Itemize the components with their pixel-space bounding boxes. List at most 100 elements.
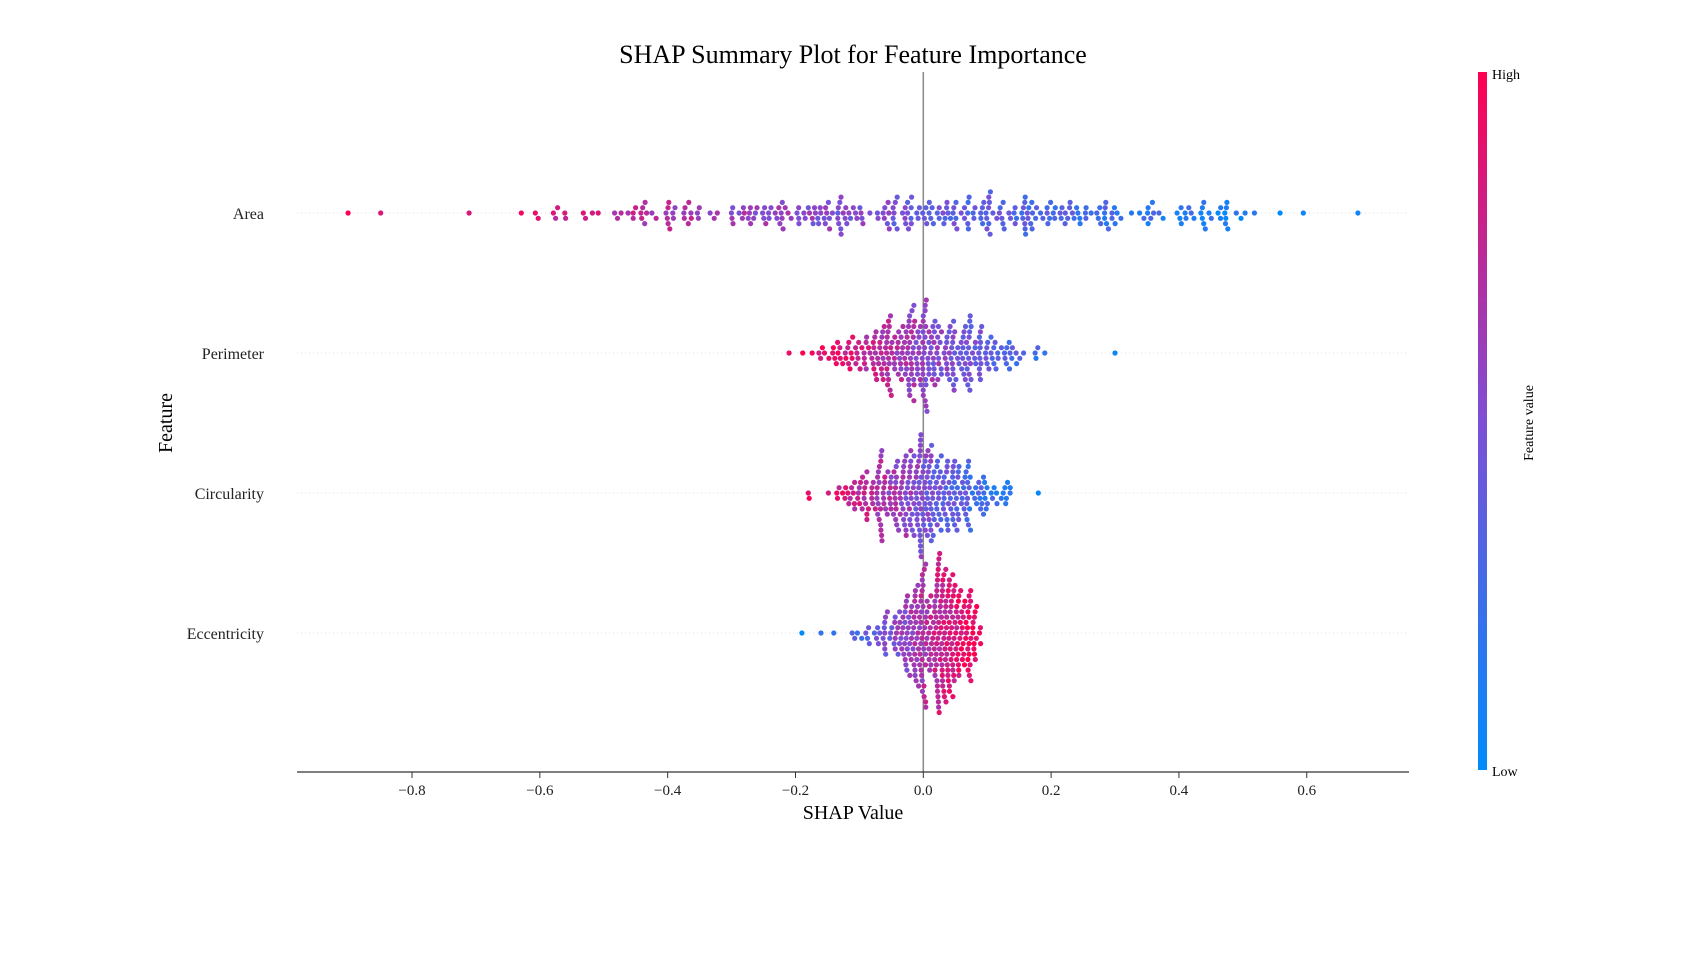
shap-point-perimeter <box>924 408 930 414</box>
shap-point-circularity <box>906 474 913 480</box>
shap-point-perimeter <box>910 334 916 340</box>
shap-point-circularity <box>937 469 943 475</box>
shap-point-circularity <box>881 495 887 501</box>
shap-point-area <box>642 199 648 205</box>
colorbar-high-label: High <box>1492 68 1520 83</box>
shap-point-circularity <box>911 479 917 485</box>
shap-point-perimeter <box>920 387 926 393</box>
shap-point-circularity <box>957 490 963 496</box>
shap-point-circularity <box>870 479 876 485</box>
shap-point-circularity <box>893 516 899 523</box>
shap-point-circularity <box>879 538 885 544</box>
shap-point-circularity <box>934 522 940 528</box>
shap-point-perimeter <box>898 366 904 372</box>
shap-point-area <box>823 205 829 211</box>
shap-point-area <box>766 210 772 216</box>
shap-point-perimeter <box>819 345 826 351</box>
feature-label-perimeter: Perimeter <box>202 346 265 363</box>
shap-point-area <box>1118 215 1124 221</box>
shap-point-area <box>999 215 1005 221</box>
shap-point-perimeter <box>949 361 955 367</box>
shap-point-area <box>1012 221 1018 227</box>
shap-point-eccentricity <box>945 672 951 679</box>
shap-point-eccentricity <box>918 641 924 647</box>
shap-point-circularity <box>963 469 969 475</box>
shap-point-area <box>923 205 929 211</box>
shap-point-eccentricity <box>951 678 957 684</box>
shap-point-area <box>1103 199 1109 205</box>
shap-point-eccentricity <box>965 656 971 663</box>
shap-point-area <box>1074 205 1080 211</box>
shap-point-area <box>884 221 891 227</box>
shap-point-perimeter <box>901 339 908 345</box>
shap-point-area <box>838 194 844 200</box>
shap-point-perimeter <box>905 376 912 383</box>
shap-point-perimeter <box>950 339 956 345</box>
shap-point-area <box>1023 231 1029 237</box>
shap-point-eccentricity <box>960 641 966 647</box>
shap-point-area <box>1183 215 1189 221</box>
shap-point-perimeter <box>944 371 951 377</box>
shap-point-circularity <box>896 527 902 533</box>
shap-point-eccentricity <box>935 694 941 700</box>
shap-point-eccentricity <box>946 688 953 694</box>
shap-point-perimeter <box>873 371 879 377</box>
shap-point-perimeter <box>972 355 978 361</box>
shap-point-area <box>1088 210 1094 216</box>
shap-point-area <box>760 210 766 216</box>
shap-point-area <box>1067 199 1073 205</box>
shap-point-circularity <box>864 516 870 523</box>
shap-point-area <box>1109 215 1115 221</box>
shap-point-eccentricity <box>972 656 978 663</box>
shap-point-eccentricity <box>926 603 932 610</box>
shap-point-circularity <box>983 506 989 512</box>
shap-point-perimeter <box>938 366 944 372</box>
shap-point-eccentricity <box>955 598 962 604</box>
shap-point-area <box>874 210 881 216</box>
shap-point-eccentricity <box>919 588 925 594</box>
shap-point-area <box>894 194 900 200</box>
shap-point-area <box>1083 205 1089 211</box>
shap-point-circularity <box>900 469 906 475</box>
shap-point-eccentricity <box>963 635 969 641</box>
shap-point-circularity <box>891 469 897 475</box>
shap-point-eccentricity <box>906 614 912 620</box>
shap-point-eccentricity <box>923 561 929 567</box>
shap-point-eccentricity <box>927 625 933 631</box>
shap-point-eccentricity <box>917 651 923 657</box>
shap-point-circularity <box>973 485 979 491</box>
y-axis-label: Feature <box>155 393 177 453</box>
shap-point-area <box>842 215 848 221</box>
shap-point-eccentricity <box>936 646 943 652</box>
shap-point-area <box>954 226 960 232</box>
shap-point-area <box>837 199 843 205</box>
shap-point-area <box>942 215 948 221</box>
shap-point-eccentricity <box>944 651 950 657</box>
shap-point-eccentricity <box>944 641 950 647</box>
shap-point-perimeter <box>914 361 920 367</box>
shap-point-area <box>846 210 852 216</box>
shap-point-area <box>796 205 802 211</box>
shap-point-area <box>1217 215 1224 221</box>
shap-point-perimeter <box>941 350 947 356</box>
shap-point-area <box>997 205 1003 211</box>
shap-point-area <box>785 210 791 216</box>
shap-point-area <box>1145 205 1151 211</box>
shap-point-area <box>729 215 735 221</box>
shap-point-circularity <box>961 506 967 512</box>
shap-point-eccentricity <box>945 667 951 673</box>
shap-point-eccentricity <box>959 625 965 631</box>
shap-point-circularity <box>914 495 920 501</box>
shap-point-circularity <box>903 511 909 517</box>
shap-point-area <box>553 215 559 221</box>
shap-point-area <box>1218 205 1224 211</box>
shap-point-perimeter <box>978 361 984 367</box>
shap-point-eccentricity <box>958 646 965 652</box>
shap-point-area <box>986 205 992 211</box>
shap-point-area <box>780 226 786 232</box>
shap-point-perimeter <box>967 329 973 335</box>
shap-point-area <box>926 199 932 205</box>
shap-point-perimeter <box>944 366 950 372</box>
shap-point-circularity <box>891 490 897 496</box>
shap-point-perimeter <box>906 318 912 324</box>
